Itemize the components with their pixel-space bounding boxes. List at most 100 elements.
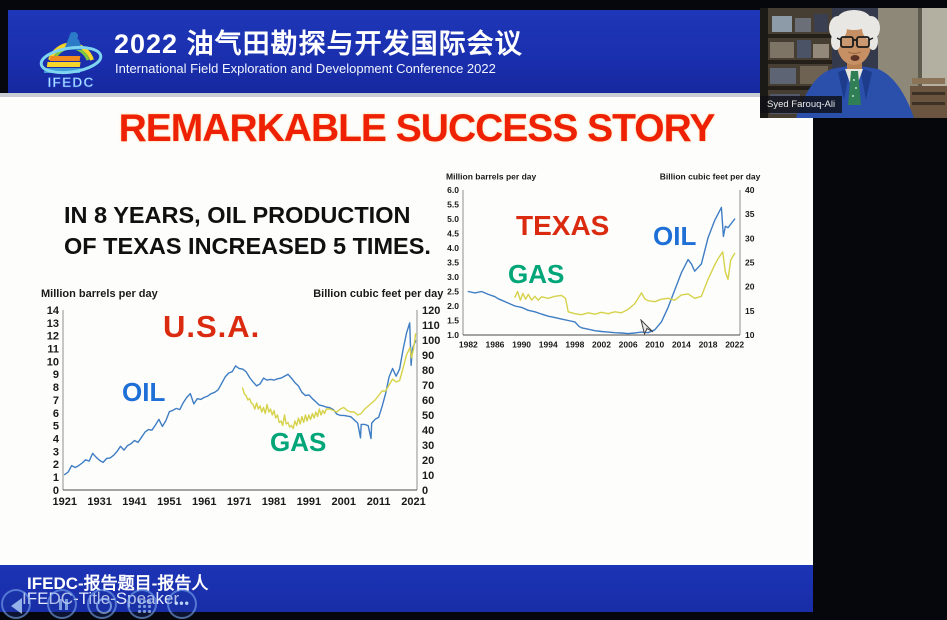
slide-title: REMARKABLE SUCCESS STORY (118, 107, 716, 150)
slide-statement: IN 8 YEARS, OIL PRODUCTION OF TEXAS INCR… (64, 200, 431, 262)
webcam-video-tile[interactable]: Syed Farouq-Ali (760, 8, 947, 118)
svg-text:0: 0 (53, 485, 59, 497)
svg-text:100: 100 (422, 335, 440, 347)
svg-text:2021: 2021 (401, 496, 425, 508)
more-options-button[interactable]: ••• (167, 589, 197, 619)
usa-oil-label: OIL (122, 377, 166, 407)
svg-text:1990: 1990 (512, 340, 531, 350)
svg-text:50: 50 (422, 410, 434, 422)
svg-text:Million barrels per day: Million barrels per day (446, 172, 536, 182)
mouse-cursor (640, 319, 654, 336)
svg-text:120: 120 (422, 305, 440, 317)
back-arrow-icon (11, 598, 22, 614)
texas-oil-label: OIL (653, 221, 697, 251)
svg-text:2018: 2018 (699, 340, 718, 350)
svg-text:2001: 2001 (332, 496, 356, 508)
ifedc-logo-icon: IFEDC (39, 32, 103, 90)
svg-text:9: 9 (53, 369, 59, 381)
pause-icon (59, 599, 62, 610)
svg-text:2.5: 2.5 (447, 287, 459, 297)
svg-text:1998: 1998 (565, 340, 584, 350)
record-button[interactable] (87, 589, 117, 619)
svg-text:1.5: 1.5 (447, 316, 459, 326)
svg-text:4.0: 4.0 (447, 243, 459, 253)
statement-line-2: OF TEXAS INCREASED 5 TIMES. (64, 233, 431, 259)
pause-button[interactable] (47, 589, 77, 619)
svg-text:1981: 1981 (262, 496, 286, 508)
svg-text:110: 110 (422, 320, 440, 332)
conference-header-bar: IFEDC 2022 油气田勘探与开发国际会议 International Fi… (8, 10, 760, 93)
svg-text:30: 30 (422, 440, 434, 452)
participant-video (760, 8, 947, 118)
svg-text:2010: 2010 (645, 340, 664, 350)
svg-text:90: 90 (422, 350, 434, 362)
svg-text:1971: 1971 (227, 496, 251, 508)
svg-text:30: 30 (745, 233, 755, 243)
svg-text:Billion cubic feet per day: Billion cubic feet per day (660, 172, 761, 182)
svg-text:8: 8 (53, 382, 59, 394)
svg-text:14: 14 (47, 305, 60, 317)
svg-text:Billion cubic feet per day: Billion cubic feet per day (313, 288, 444, 300)
usa-region-label: U.S.A. (163, 309, 261, 344)
svg-text:40: 40 (745, 185, 755, 195)
svg-text:Million barrels per day: Million barrels per day (41, 288, 159, 300)
svg-text:1931: 1931 (87, 496, 111, 508)
footer-title-zh: IFEDC-报告题目-报告人 (27, 574, 209, 593)
keypad-button[interactable] (127, 589, 157, 619)
record-icon (96, 598, 112, 614)
header-divider (0, 93, 760, 97)
svg-text:1921: 1921 (53, 496, 77, 508)
svg-text:2022: 2022 (725, 340, 744, 350)
svg-text:10: 10 (422, 470, 434, 482)
svg-text:3.0: 3.0 (447, 272, 459, 282)
svg-text:2006: 2006 (619, 340, 638, 350)
svg-text:20: 20 (422, 455, 434, 467)
svg-text:13: 13 (47, 318, 59, 330)
svg-text:10: 10 (47, 356, 59, 368)
svg-text:4.5: 4.5 (447, 229, 459, 239)
svg-text:7: 7 (53, 395, 59, 407)
texas-region-label: TEXAS (516, 210, 610, 241)
svg-text:10: 10 (745, 330, 755, 340)
svg-text:1: 1 (53, 472, 59, 484)
svg-text:1986: 1986 (486, 340, 505, 350)
svg-text:5: 5 (53, 421, 59, 433)
charts-canvas: 0123456789101112131401020304050607080901… (41, 172, 761, 509)
svg-text:15: 15 (745, 306, 755, 316)
conference-subtitle: International Field Exploration and Deve… (115, 61, 496, 76)
svg-text:0: 0 (422, 485, 428, 497)
more-options-icon: ••• (174, 596, 190, 610)
svg-text:2011: 2011 (367, 496, 391, 508)
footer-bar: IFEDC-报告题目-报告人 IFEDC-Title-Speaker (0, 565, 813, 612)
svg-text:2002: 2002 (592, 340, 611, 350)
svg-text:2: 2 (53, 459, 59, 471)
svg-text:3.5: 3.5 (447, 258, 459, 268)
svg-text:11: 11 (47, 344, 59, 356)
svg-text:5.5: 5.5 (447, 200, 459, 210)
svg-text:60: 60 (422, 395, 434, 407)
svg-text:1951: 1951 (157, 496, 181, 508)
svg-text:35: 35 (745, 209, 755, 219)
usa-gas-label: GAS (270, 427, 327, 457)
svg-text:5.0: 5.0 (447, 214, 459, 224)
statement-line-1: IN 8 YEARS, OIL PRODUCTION (64, 202, 411, 228)
ifedc-logo-text: IFEDC (48, 74, 95, 90)
svg-text:20: 20 (745, 282, 755, 292)
svg-text:80: 80 (422, 365, 434, 377)
svg-text:1941: 1941 (122, 496, 146, 508)
svg-text:2014: 2014 (672, 340, 691, 350)
usa-production-chart: 0123456789101112131401020304050607080901… (41, 288, 444, 508)
participant-name-tag: Syed Farouq-Ali (760, 96, 843, 113)
svg-text:4: 4 (53, 434, 60, 446)
svg-text:1991: 1991 (297, 496, 321, 508)
back-button[interactable] (1, 589, 31, 619)
svg-text:6: 6 (53, 408, 59, 420)
svg-text:1961: 1961 (192, 496, 216, 508)
svg-text:1.0: 1.0 (447, 330, 459, 340)
svg-text:2.0: 2.0 (447, 301, 459, 311)
texas-gas-label: GAS (508, 259, 565, 289)
svg-text:12: 12 (47, 331, 59, 343)
texas-production-chart: 1.01.52.02.53.03.54.04.55.05.56.01015202… (446, 172, 761, 350)
svg-text:6.0: 6.0 (447, 185, 459, 195)
